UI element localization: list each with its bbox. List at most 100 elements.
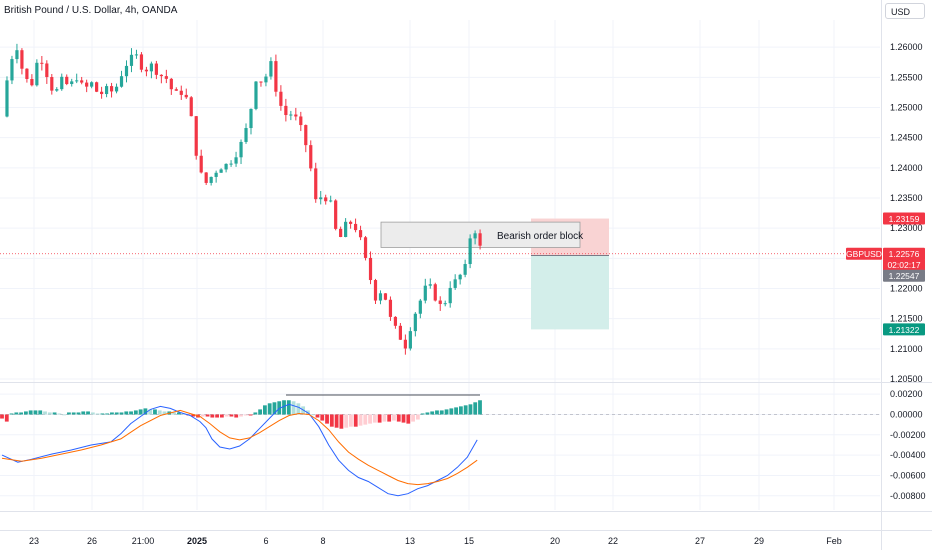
candle-body [214, 172, 218, 177]
macd-histogram-bar [100, 413, 105, 415]
macd-histogram-bar [353, 414, 358, 427]
x-tick-label: 22 [608, 536, 618, 546]
last-price-label: 1.22576 [889, 249, 920, 259]
candle-body [149, 63, 153, 72]
candle-body [5, 80, 9, 117]
candle-body [109, 86, 114, 92]
macd-histogram-bar [67, 412, 71, 415]
countdown-label: 02:02:17 [887, 260, 920, 270]
candle-body [329, 200, 333, 202]
symbol-tag-bg [846, 247, 882, 260]
y-tick-label: 1.20500 [890, 374, 923, 384]
macd-histogram-bar [43, 411, 47, 415]
candle-body [179, 90, 183, 95]
macd-histogram-bar [229, 414, 234, 417]
y-tick-label: 1.21000 [890, 344, 923, 354]
macd-histogram-bar [478, 400, 482, 415]
macd-histogram-bar [224, 414, 229, 417]
order-block-label: Bearish order block [497, 231, 584, 242]
candle-body [104, 86, 109, 95]
signal-line [1, 409, 478, 486]
candle-body [274, 61, 278, 92]
macd-histogram-bar [215, 414, 219, 418]
macd-histogram-bar [119, 412, 124, 415]
candle-body [224, 163, 228, 170]
candle-body [15, 50, 19, 60]
candle-body [294, 114, 298, 117]
macd-histogram-bar [425, 412, 430, 415]
macd-histogram-bar [172, 412, 176, 415]
candle-body [408, 331, 412, 349]
macd-histogram-bar [382, 414, 387, 422]
candle-body [244, 128, 248, 142]
macd-histogram-bar [143, 408, 148, 415]
last-price-label-bg [883, 247, 925, 260]
candle-body [443, 303, 447, 305]
macd-histogram-bar [19, 412, 24, 415]
macd-histogram-bar [248, 414, 253, 416]
candle-body [40, 62, 44, 64]
y-tick-label: 1.23500 [890, 193, 923, 203]
candle-body [428, 284, 432, 286]
candle-body [60, 76, 64, 90]
macd-histogram-bar [234, 414, 239, 418]
macd-histogram-bar [243, 414, 248, 416]
macd-histogram-bar [71, 412, 76, 415]
macd-histogram-bar [24, 411, 28, 415]
candle-body [423, 285, 427, 301]
macd-histogram-bar [4, 414, 9, 422]
candle-body [358, 230, 363, 238]
y-tick-label: 1.24000 [890, 163, 923, 173]
macd-tick-label: 0.00000 [890, 409, 923, 419]
macd-histogram-bar [310, 414, 315, 416]
candle-body [279, 91, 283, 106]
symbol-tag: GBPUSD [846, 249, 882, 259]
candle-body [90, 82, 94, 87]
macd-histogram-bar [291, 401, 296, 415]
candles [5, 43, 482, 355]
macd-histogram-bar [153, 409, 157, 415]
candle-body [45, 63, 49, 78]
candle-body [134, 54, 139, 56]
macd-histogram-bar [406, 414, 411, 424]
candle-body [284, 105, 288, 116]
candle-body [20, 50, 24, 69]
macd-histogram-bar [377, 414, 382, 423]
candle-body [473, 233, 477, 239]
candle-body [174, 89, 178, 91]
candle-body [169, 78, 173, 90]
candle-body [239, 141, 243, 158]
candle-body [139, 54, 144, 70]
chart-title: British Pound / U.S. Dollar, 4h, OANDA [4, 5, 178, 16]
candle-body [388, 299, 393, 317]
macd-histogram-bar [47, 412, 52, 415]
macd-tick-label: -0.00400 [890, 450, 926, 460]
macd-histogram-bar [157, 410, 162, 415]
macd-histogram-bar [90, 412, 95, 415]
candle-body [314, 168, 318, 200]
candle-body [35, 62, 39, 86]
macd-histogram-bar [320, 414, 325, 421]
macd-histogram-bar [368, 414, 372, 424]
target-zone [531, 255, 609, 330]
candle-body [304, 125, 308, 146]
x-tick-label: 13 [405, 536, 415, 546]
candle-body [204, 172, 208, 183]
macd-tick-label: -0.00800 [890, 491, 926, 501]
candle-body [199, 155, 203, 173]
candle-body [50, 77, 54, 91]
candle-body [413, 313, 417, 332]
macd-histogram-bar [38, 410, 43, 415]
position-zones: Bearish order block [0, 218, 880, 330]
candle-body [85, 82, 89, 87]
currency-button[interactable]: USD [885, 3, 925, 19]
candle-body [114, 86, 119, 92]
candle-body [119, 76, 124, 87]
candle-body [403, 339, 407, 349]
candle-body [259, 81, 263, 83]
macd-histogram-bar [205, 414, 210, 417]
candle-body [289, 114, 293, 116]
macd-tick-label: 0.00200 [890, 389, 923, 399]
macd-pane [0, 394, 880, 497]
